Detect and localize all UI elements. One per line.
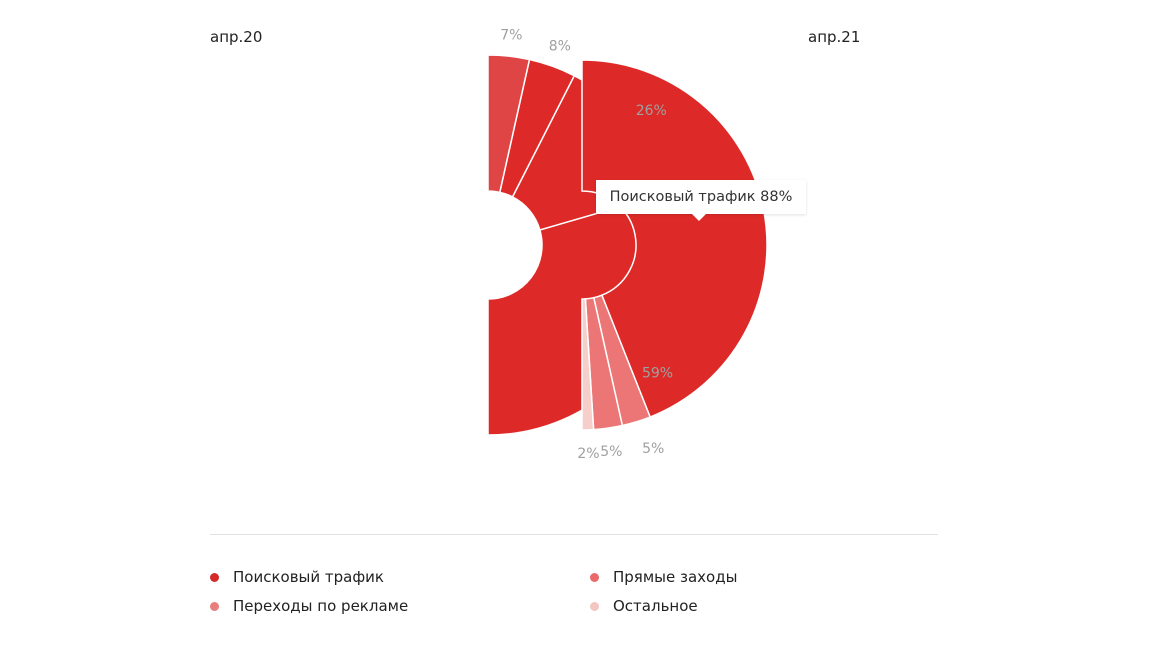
slice-label-direct-visits-right: 5%	[642, 441, 664, 457]
chart-legend: Поисковый трафик Прямые заходы Переходы …	[210, 566, 938, 626]
chart-tooltip: Поисковый трафик 88%	[596, 180, 806, 221]
slice-label-ad-clicks-right: 5%	[600, 444, 622, 460]
legend-dot-icon	[590, 572, 599, 582]
legend-label: Прямые заходы	[613, 568, 738, 586]
slice-other-right[interactable]	[581, 298, 595, 431]
slice-search-traffic-right[interactable]	[581, 59, 768, 418]
legend-label: Остальное	[613, 597, 698, 615]
legend-dot-icon	[590, 601, 599, 611]
legend-item-search-traffic[interactable]: Поисковый трафик	[210, 568, 384, 586]
legend-dot-icon	[210, 572, 219, 582]
tooltip-text: Поисковый трафик 88%	[609, 189, 793, 205]
legend-label: Поисковый трафик	[233, 568, 384, 586]
period-label-apr20: апр.20	[210, 28, 263, 46]
period-label-apr21: апр.21	[808, 28, 861, 46]
legend-item-other[interactable]: Остальное	[590, 597, 698, 615]
legend-item-direct-visits[interactable]: Прямые заходы	[590, 568, 737, 586]
legend-divider	[210, 534, 938, 535]
legend-item-ad-clicks[interactable]: Переходы по рекламе	[210, 597, 408, 615]
tooltip-arrow	[692, 214, 706, 221]
slice-label-other-right: 2%	[577, 446, 599, 462]
slice-label-search-traffic-left: 59%	[642, 365, 673, 381]
slice-label-other-left: 7%	[500, 27, 522, 43]
slice-label-direct-visits-left: 8%	[549, 39, 571, 55]
legend-label: Переходы по рекламе	[233, 597, 409, 615]
slice-other-left[interactable]	[487, 54, 531, 194]
legend-dot-icon	[210, 601, 219, 611]
slice-label-ad-clicks-left: 26%	[636, 103, 667, 119]
